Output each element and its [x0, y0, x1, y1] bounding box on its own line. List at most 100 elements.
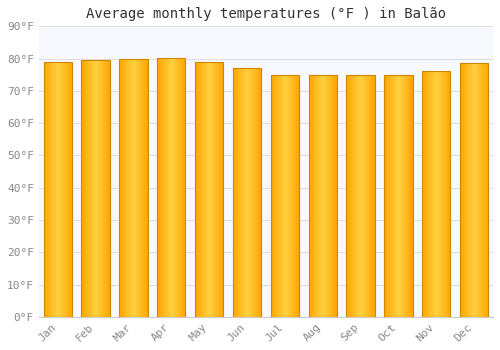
- Bar: [325, 75, 326, 317]
- Bar: [437, 71, 438, 317]
- Bar: [292, 75, 294, 317]
- Bar: [486, 63, 487, 317]
- Bar: [181, 58, 182, 317]
- Bar: [434, 71, 435, 317]
- Bar: [248, 68, 249, 317]
- Bar: [463, 63, 464, 317]
- Bar: [174, 58, 175, 317]
- Bar: [466, 63, 467, 317]
- Bar: [178, 58, 179, 317]
- Bar: [166, 58, 167, 317]
- Bar: [444, 71, 445, 317]
- Bar: [435, 71, 436, 317]
- Bar: [246, 68, 247, 317]
- Bar: [82, 60, 110, 317]
- Bar: [94, 60, 95, 317]
- Bar: [399, 75, 400, 317]
- Bar: [315, 75, 316, 317]
- Bar: [100, 60, 102, 317]
- Bar: [60, 62, 62, 317]
- Bar: [397, 75, 398, 317]
- Bar: [123, 58, 124, 317]
- Bar: [71, 62, 72, 317]
- Bar: [199, 62, 200, 317]
- Bar: [137, 58, 138, 317]
- Bar: [320, 75, 322, 317]
- Bar: [145, 58, 146, 317]
- Bar: [54, 62, 55, 317]
- Bar: [240, 68, 242, 317]
- Bar: [141, 58, 142, 317]
- Bar: [298, 75, 299, 317]
- Bar: [95, 60, 96, 317]
- Bar: [70, 62, 71, 317]
- Bar: [255, 68, 256, 317]
- Bar: [284, 75, 285, 317]
- Bar: [364, 75, 365, 317]
- Bar: [220, 62, 221, 317]
- Bar: [427, 71, 428, 317]
- Bar: [349, 75, 350, 317]
- Bar: [336, 75, 337, 317]
- Bar: [215, 62, 216, 317]
- Bar: [360, 75, 362, 317]
- Bar: [441, 71, 442, 317]
- Bar: [164, 58, 165, 317]
- Bar: [106, 60, 107, 317]
- Bar: [400, 75, 402, 317]
- Bar: [428, 71, 429, 317]
- Bar: [273, 75, 274, 317]
- Bar: [184, 58, 185, 317]
- Bar: [45, 62, 46, 317]
- Bar: [422, 71, 423, 317]
- Bar: [236, 68, 237, 317]
- Bar: [65, 62, 66, 317]
- Bar: [102, 60, 104, 317]
- Bar: [358, 75, 359, 317]
- Bar: [259, 68, 260, 317]
- Bar: [202, 62, 203, 317]
- Bar: [119, 58, 120, 317]
- Bar: [257, 68, 258, 317]
- Bar: [233, 68, 234, 317]
- Bar: [122, 58, 123, 317]
- Bar: [62, 62, 64, 317]
- Bar: [162, 58, 163, 317]
- Bar: [326, 75, 327, 317]
- Bar: [254, 68, 255, 317]
- Bar: [89, 60, 90, 317]
- Bar: [347, 75, 348, 317]
- Bar: [270, 75, 299, 317]
- Bar: [44, 62, 72, 317]
- Bar: [384, 75, 385, 317]
- Bar: [460, 63, 488, 317]
- Bar: [310, 75, 312, 317]
- Bar: [346, 75, 375, 317]
- Bar: [436, 71, 437, 317]
- Bar: [258, 68, 259, 317]
- Bar: [270, 75, 272, 317]
- Bar: [206, 62, 207, 317]
- Bar: [99, 60, 100, 317]
- Bar: [195, 62, 224, 317]
- Bar: [467, 63, 468, 317]
- Bar: [142, 58, 144, 317]
- Bar: [134, 58, 135, 317]
- Bar: [180, 58, 181, 317]
- Bar: [312, 75, 313, 317]
- Bar: [480, 63, 481, 317]
- Bar: [440, 71, 441, 317]
- Bar: [245, 68, 246, 317]
- Bar: [250, 68, 252, 317]
- Bar: [252, 68, 254, 317]
- Bar: [68, 62, 69, 317]
- Bar: [429, 71, 430, 317]
- Bar: [47, 62, 48, 317]
- Bar: [485, 63, 486, 317]
- Bar: [163, 58, 164, 317]
- Bar: [482, 63, 484, 317]
- Bar: [59, 62, 60, 317]
- Bar: [442, 71, 444, 317]
- Bar: [104, 60, 105, 317]
- Bar: [83, 60, 84, 317]
